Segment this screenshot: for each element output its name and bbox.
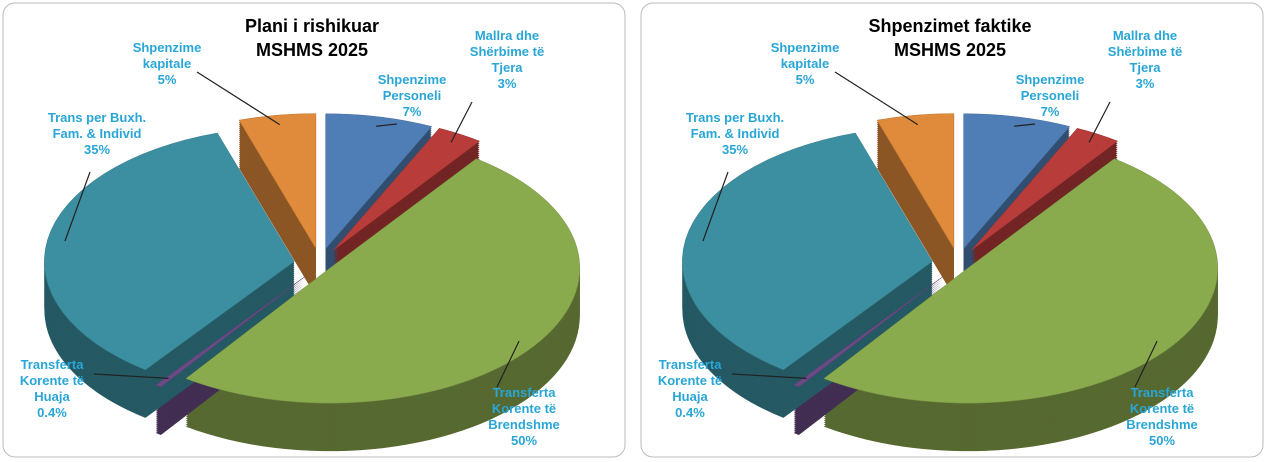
- label-name: Shpenzime kapitale: [132, 40, 202, 71]
- data-label: Trans per Buxh. Fam. & Individ 35%: [32, 110, 162, 158]
- label-name: Transferta Korente të Huaja: [657, 357, 723, 404]
- slice-tops: [44, 113, 581, 404]
- leader-line: [702, 171, 729, 242]
- leader-line: [64, 171, 91, 242]
- slice: [185, 158, 581, 404]
- label-value: 50%: [510, 433, 538, 448]
- panel-border: [2, 2, 626, 458]
- slice: [325, 113, 433, 250]
- data-label: Transferta Korente të Huaja 0.4%: [650, 357, 730, 421]
- slice: [332, 128, 481, 251]
- leader-line: [496, 340, 520, 388]
- slice: [876, 113, 955, 250]
- chart: [2, 2, 626, 458]
- label-value: 35%: [721, 142, 749, 157]
- slice: [823, 158, 1219, 404]
- label-name: Transferta Korente të Brendshme: [488, 385, 560, 432]
- label-name: Shpenzime Personeli: [377, 72, 447, 103]
- leader-lines: [64, 71, 520, 388]
- label-name: Transferta Korente të Huaja: [19, 357, 85, 404]
- leader-lines: [702, 71, 1158, 388]
- label-name: Shpenzime Personeli: [1015, 72, 1085, 103]
- label-name: Trans per Buxh. Fam. & Individ: [685, 110, 785, 141]
- slice-tops: [682, 113, 1219, 404]
- label-value: 3%: [497, 76, 517, 91]
- data-label: Mallra dhe Shërbime të Tjera 3%: [1095, 28, 1195, 92]
- label-value: 5%: [157, 72, 177, 87]
- chart-title: Plani i rishikuar MSHMS 2025: [244, 16, 380, 60]
- data-label: Transferta Korente të Brendshme 50%: [479, 385, 569, 449]
- label-value: 0.4%: [675, 405, 705, 420]
- label-value: 7%: [402, 104, 422, 119]
- leader-line: [731, 373, 807, 379]
- leader-line: [1088, 101, 1111, 143]
- chart-title: Shpenzimet faktike MSHMS 2025: [868, 16, 1032, 60]
- chart-panel: Plani i rishikuar MSHMS 2025 Shpenzime Pe…: [2, 2, 626, 458]
- leader-line: [834, 71, 919, 126]
- label-name: Trans per Buxh. Fam. & Individ: [47, 110, 147, 141]
- data-label: Shpenzime kapitale 5%: [760, 40, 850, 88]
- leader-line: [376, 123, 398, 127]
- slice: [155, 276, 305, 388]
- data-label: Trans per Buxh. Fam. & Individ 35%: [670, 110, 800, 158]
- leader-line: [93, 373, 169, 379]
- label-value: 7%: [1040, 104, 1060, 119]
- label-name: Mallra dhe Shërbime të Tjera: [469, 28, 545, 75]
- label-value: 50%: [1148, 433, 1176, 448]
- data-label: Shpenzime Personeli 7%: [372, 72, 452, 120]
- data-label: Mallra dhe Shërbime të Tjera 3%: [457, 28, 557, 92]
- data-label: Shpenzime kapitale 5%: [122, 40, 212, 88]
- slice: [682, 132, 933, 371]
- leader-line: [450, 101, 473, 143]
- label-value: 35%: [83, 142, 111, 157]
- leader-line: [1134, 340, 1158, 388]
- leader-line: [1014, 123, 1036, 127]
- label-name: Shpenzime kapitale: [770, 40, 840, 71]
- label-value: 5%: [795, 72, 815, 87]
- label-value: 0.4%: [37, 405, 67, 420]
- slice: [793, 276, 943, 388]
- data-label: Transferta Korente të Huaja 0.4%: [12, 357, 92, 421]
- panel-border: [640, 2, 1264, 458]
- slice: [963, 113, 1071, 250]
- label-name: Transferta Korente të Brendshme: [1126, 385, 1198, 432]
- slice: [970, 128, 1119, 251]
- slice: [238, 113, 317, 250]
- slice: [44, 132, 295, 371]
- label-name: Mallra dhe Shërbime të Tjera: [1107, 28, 1183, 75]
- data-label: Transferta Korente të Brendshme 50%: [1117, 385, 1207, 449]
- label-value: 3%: [1135, 76, 1155, 91]
- leader-line: [196, 71, 281, 126]
- data-label: Shpenzime Personeli 7%: [1010, 72, 1090, 120]
- chart: [640, 2, 1264, 458]
- chart-panel: Shpenzimet faktike MSHMS 2025 Shpenzime P…: [640, 2, 1264, 458]
